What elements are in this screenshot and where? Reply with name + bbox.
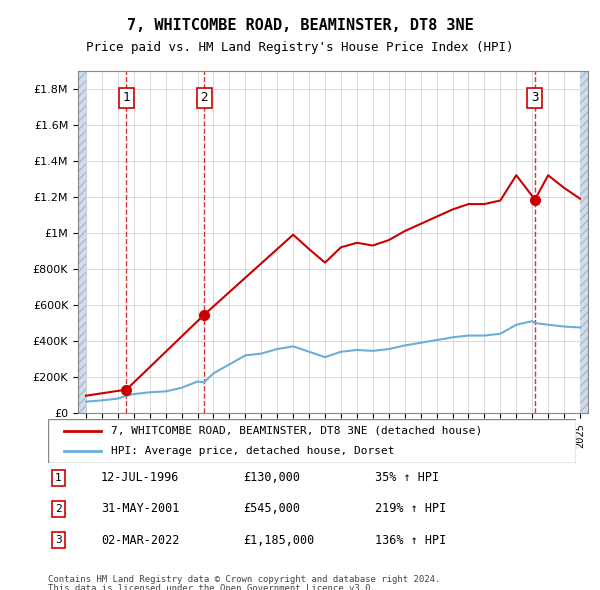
Text: 3: 3 — [531, 91, 539, 104]
Text: 219% ↑ HPI: 219% ↑ HPI — [376, 503, 446, 516]
Text: 1: 1 — [55, 473, 62, 483]
Text: 7, WHITCOMBE ROAD, BEAMINSTER, DT8 3NE (detached house): 7, WHITCOMBE ROAD, BEAMINSTER, DT8 3NE (… — [112, 426, 482, 436]
Text: 3: 3 — [55, 535, 62, 545]
Bar — [78, 71, 86, 413]
Text: £130,000: £130,000 — [244, 471, 301, 484]
Bar — [580, 71, 588, 413]
Text: 12-JUL-1996: 12-JUL-1996 — [101, 471, 179, 484]
Bar — [580, 71, 588, 413]
Text: £545,000: £545,000 — [244, 503, 301, 516]
FancyBboxPatch shape — [48, 419, 576, 463]
Text: This data is licensed under the Open Government Licence v3.0.: This data is licensed under the Open Gov… — [48, 584, 376, 590]
Text: 35% ↑ HPI: 35% ↑ HPI — [376, 471, 439, 484]
Text: £1,185,000: £1,185,000 — [244, 533, 314, 546]
Text: Price paid vs. HM Land Registry's House Price Index (HPI): Price paid vs. HM Land Registry's House … — [86, 41, 514, 54]
Text: Contains HM Land Registry data © Crown copyright and database right 2024.: Contains HM Land Registry data © Crown c… — [48, 575, 440, 584]
Text: 136% ↑ HPI: 136% ↑ HPI — [376, 533, 446, 546]
Text: 31-MAY-2001: 31-MAY-2001 — [101, 503, 179, 516]
Text: 7, WHITCOMBE ROAD, BEAMINSTER, DT8 3NE: 7, WHITCOMBE ROAD, BEAMINSTER, DT8 3NE — [127, 18, 473, 32]
Text: 2: 2 — [55, 504, 62, 514]
Bar — [78, 71, 86, 413]
Text: 1: 1 — [123, 91, 130, 104]
Text: 2: 2 — [200, 91, 208, 104]
Text: HPI: Average price, detached house, Dorset: HPI: Average price, detached house, Dors… — [112, 446, 395, 456]
Text: 02-MAR-2022: 02-MAR-2022 — [101, 533, 179, 546]
